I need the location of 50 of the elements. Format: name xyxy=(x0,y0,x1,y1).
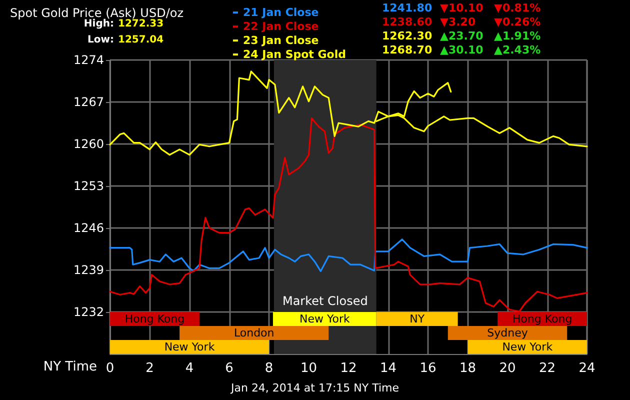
y-tick-label: 1239 xyxy=(73,263,104,277)
text: Jan 24, 2014 at 17:15 NY Time xyxy=(230,382,400,394)
x-tick-label: 4 xyxy=(185,361,194,376)
legend-label: 23 Jan Close xyxy=(243,34,319,47)
y-tick-label: 1232 xyxy=(73,305,104,319)
text: ▼10.10 xyxy=(440,2,484,14)
band-label: NY xyxy=(410,312,425,326)
text: Low: 1257.04 xyxy=(88,34,164,46)
x-tick-label: 22 xyxy=(538,361,556,376)
x-tick-label: 2 xyxy=(146,361,154,376)
y-tick-label: 1260 xyxy=(73,137,104,151)
x-tick-label: 14 xyxy=(380,361,397,376)
band-label: Hong Kong xyxy=(512,312,572,326)
x-tick-label: 6 xyxy=(225,361,234,376)
text: ▼0.26% xyxy=(494,16,541,28)
legend-label: 22 Jan Close xyxy=(243,20,319,33)
text: 1238.60 xyxy=(382,16,432,28)
legend-label: 24 Jan Spot Gold xyxy=(243,48,346,61)
text: 1268.70 xyxy=(382,44,432,56)
x-tick-label: 8 xyxy=(264,361,274,376)
text: ▼0.81% xyxy=(494,2,541,14)
x-tick-label: 0 xyxy=(106,361,114,376)
text: ▲1.91% xyxy=(494,30,541,42)
band-label: Sydney xyxy=(487,326,528,340)
x-tick-label: 12 xyxy=(340,361,357,376)
band-label: Hong Kong xyxy=(124,312,185,326)
text: ▲30.10 xyxy=(440,44,484,56)
text: High: 1272.33 xyxy=(84,18,164,30)
x-axis-title: NY Time xyxy=(43,360,97,374)
x-tick-label: 16 xyxy=(420,361,436,376)
text: ▼3.20 xyxy=(440,16,476,28)
y-tick-label: 1246 xyxy=(73,221,104,235)
band-label: London xyxy=(234,326,274,340)
band-label: New York xyxy=(502,340,554,354)
text: ▲23.70 xyxy=(440,30,484,42)
x-tick-label: 24 xyxy=(578,361,596,376)
x-tick-label: 10 xyxy=(300,361,318,376)
legend-label: 21 Jan Close xyxy=(243,6,319,19)
text: ▲2.43% xyxy=(494,44,541,56)
text: 1241.80 xyxy=(382,2,432,14)
y-tick-label: 1253 xyxy=(73,179,104,193)
y-tick-label: 1267 xyxy=(73,95,104,109)
x-tick-label: 20 xyxy=(499,361,516,376)
x-tick-label: 18 xyxy=(459,361,476,376)
band-label: New York xyxy=(299,312,350,326)
band-label: Market Closed xyxy=(282,294,368,308)
band-label: New York xyxy=(164,340,216,354)
text: 1262.30 xyxy=(382,30,432,42)
chart-title: Spot Gold Price (Ask) USD/oz xyxy=(10,6,184,20)
y-tick-label: 1274 xyxy=(73,53,104,67)
